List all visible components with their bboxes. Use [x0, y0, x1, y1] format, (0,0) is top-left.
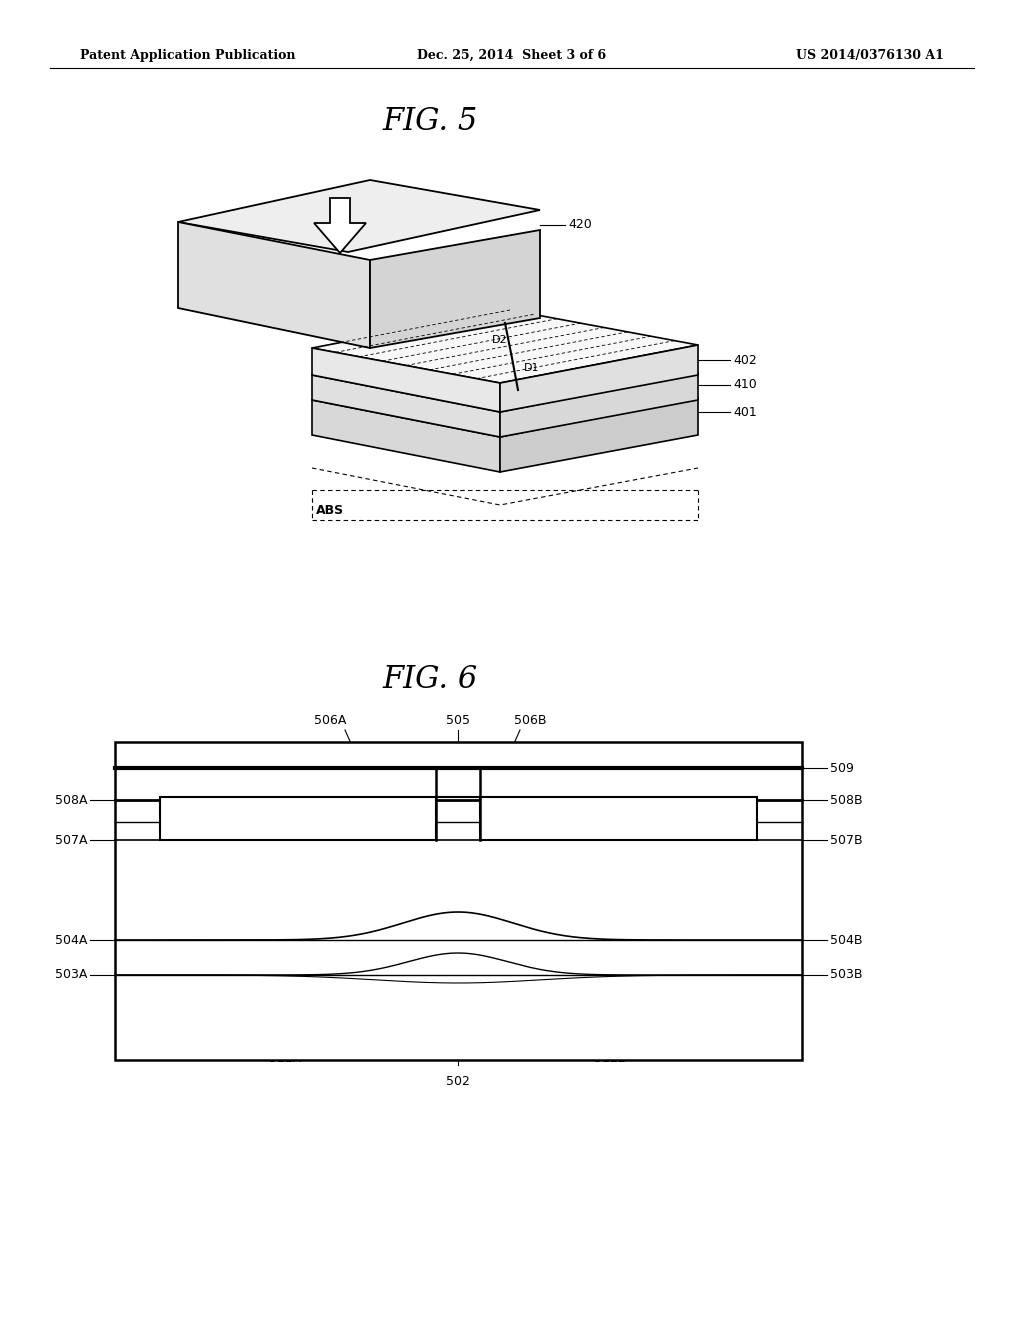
Text: D2: D2: [492, 335, 508, 345]
Polygon shape: [312, 310, 698, 383]
Text: 505: 505: [446, 714, 470, 727]
Polygon shape: [312, 362, 698, 437]
Polygon shape: [312, 348, 500, 412]
Polygon shape: [312, 375, 500, 437]
Bar: [160, 797, 436, 840]
Text: 511B: 511B: [594, 1052, 627, 1065]
Text: 508A: 508A: [54, 793, 87, 807]
Text: FIG. 6: FIG. 6: [382, 664, 477, 696]
Text: 503B: 503B: [830, 969, 862, 982]
Text: Patent Application Publication: Patent Application Publication: [80, 49, 296, 62]
Polygon shape: [370, 230, 540, 348]
Text: 504A: 504A: [54, 933, 87, 946]
Bar: [115, 742, 802, 1060]
Text: US 2014/0376130 A1: US 2014/0376130 A1: [796, 49, 944, 62]
Text: 401: 401: [733, 405, 757, 418]
Text: 507B: 507B: [830, 833, 862, 846]
Polygon shape: [314, 198, 366, 253]
Text: Dec. 25, 2014  Sheet 3 of 6: Dec. 25, 2014 Sheet 3 of 6: [418, 49, 606, 62]
Polygon shape: [178, 180, 540, 252]
Bar: [480, 797, 757, 840]
Text: 420: 420: [568, 219, 592, 231]
Text: D1: D1: [524, 363, 540, 374]
Text: 507A: 507A: [54, 833, 87, 846]
Text: 503A: 503A: [54, 969, 87, 982]
Text: 410: 410: [733, 379, 757, 392]
Text: 504B: 504B: [830, 933, 862, 946]
Text: 511A: 511A: [269, 1052, 301, 1065]
Text: 506A: 506A: [313, 714, 346, 727]
Polygon shape: [312, 400, 500, 473]
Text: ABS: ABS: [316, 503, 344, 516]
Polygon shape: [500, 345, 698, 412]
Polygon shape: [312, 337, 698, 412]
Text: 509: 509: [830, 762, 854, 775]
Polygon shape: [500, 374, 698, 437]
Text: 506B: 506B: [514, 714, 546, 727]
Polygon shape: [500, 399, 698, 473]
Text: 502: 502: [446, 1074, 470, 1088]
Text: FIG. 5: FIG. 5: [382, 107, 477, 137]
Text: 402: 402: [733, 354, 757, 367]
Text: 508B: 508B: [830, 793, 862, 807]
Polygon shape: [178, 222, 370, 348]
